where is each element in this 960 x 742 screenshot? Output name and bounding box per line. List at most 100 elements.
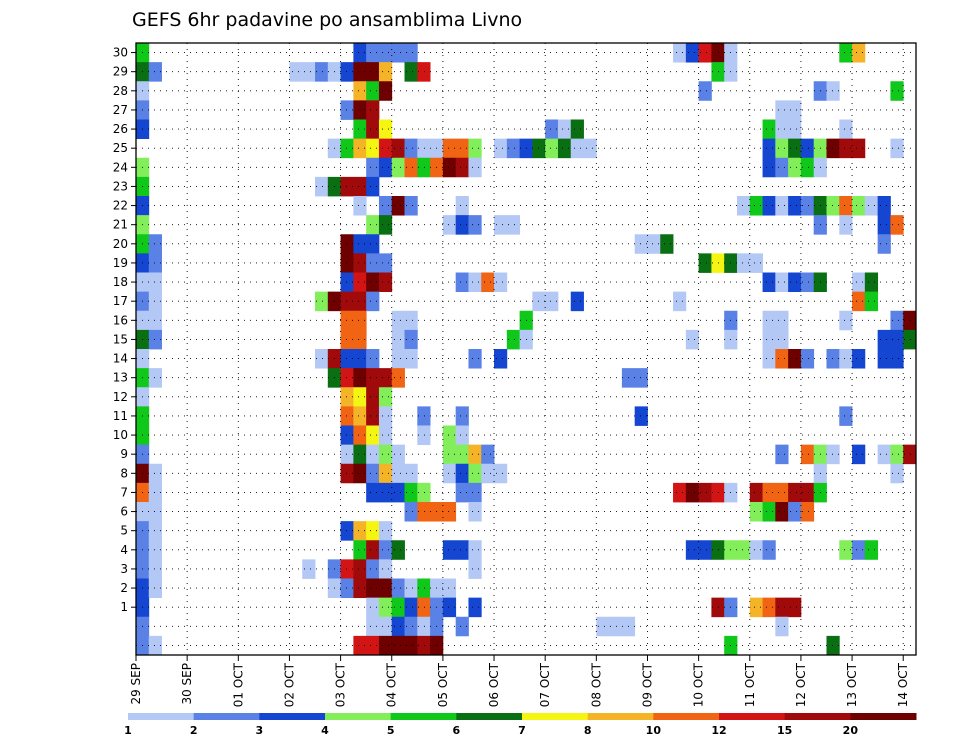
- precip-cell: [864, 272, 879, 293]
- precip-cell: [404, 62, 418, 82]
- precip-cell: [404, 43, 418, 63]
- precip-cell: [455, 215, 469, 235]
- precip-cell: [340, 406, 354, 426]
- precip-cell: [353, 138, 367, 159]
- y-tick-label: 19: [113, 256, 128, 270]
- precip-cell: [404, 597, 418, 618]
- precip-cell: [775, 444, 789, 465]
- precip-cell: [762, 597, 776, 618]
- y-axis: 1234567891011121314151617181920212223242…: [113, 46, 136, 614]
- precip-cell: [366, 138, 380, 159]
- precip-cell: [800, 272, 815, 293]
- precip-cell: [685, 43, 700, 63]
- precip-cell: [455, 616, 469, 637]
- precip-cell: [353, 196, 367, 216]
- precip-cell: [877, 215, 891, 235]
- x-tick-label: 06 OCT: [487, 662, 501, 707]
- precip-cell: [366, 62, 380, 82]
- precip-cell: [378, 463, 393, 484]
- x-tick-label: 14 OCT: [896, 662, 910, 707]
- precip-cell: [877, 444, 891, 465]
- x-tick-label: 01 OCT: [231, 662, 245, 707]
- x-tick-label: 07 OCT: [538, 662, 552, 707]
- precip-cell: [404, 578, 418, 599]
- precip-cell: [903, 444, 917, 465]
- precip-cell: [378, 597, 393, 618]
- precip-cell: [570, 291, 584, 312]
- precip-cell: [468, 559, 482, 579]
- precip-cell: [289, 62, 303, 82]
- y-tick-label: 21: [113, 218, 128, 232]
- precip-cell: [340, 425, 354, 446]
- precip-cell: [442, 502, 457, 522]
- precip-cell: [148, 291, 162, 312]
- precip-cell: [391, 444, 405, 465]
- precip-cell: [404, 502, 418, 522]
- precip-cell: [826, 349, 840, 369]
- legend-label: 20: [843, 724, 859, 737]
- precip-cell: [391, 597, 405, 618]
- precip-cell: [609, 616, 623, 637]
- precip-cell: [366, 291, 380, 312]
- precip-cell: [353, 43, 367, 63]
- precip-cell: [826, 81, 840, 101]
- y-tick-label: 8: [120, 466, 128, 480]
- precip-cell: [148, 578, 162, 599]
- legend-swatch: [259, 713, 326, 720]
- precip-cell: [378, 387, 393, 407]
- precip-cell: [775, 349, 789, 369]
- precip-cell: [545, 291, 559, 312]
- precip-cell: [749, 196, 763, 216]
- precip-cell: [455, 444, 469, 465]
- precip-cell: [455, 463, 469, 484]
- precip-cell: [634, 406, 648, 426]
- precip-cell: [903, 329, 917, 350]
- precip-cell: [736, 540, 751, 560]
- precip-cell: [775, 196, 789, 216]
- precip-cell: [378, 119, 393, 140]
- precip-cell: [340, 559, 354, 579]
- precip-cell: [391, 463, 405, 484]
- precip-cell: [148, 368, 162, 388]
- precip-cell: [302, 62, 316, 82]
- precip-cell: [148, 463, 162, 484]
- precip-cell: [391, 157, 405, 178]
- precip-cell: [455, 425, 469, 446]
- precip-cell: [749, 253, 763, 273]
- y-tick-label: 22: [113, 199, 128, 213]
- precip-cell: [839, 119, 853, 140]
- precip-cell: [148, 310, 162, 331]
- x-tick-label: 04 OCT: [385, 662, 399, 707]
- precip-cell: [148, 62, 162, 82]
- precipitation-cells: [136, 43, 917, 656]
- legend-label: 15: [777, 724, 792, 737]
- y-tick-label: 13: [113, 371, 128, 385]
- precip-cell: [442, 215, 457, 235]
- precip-cell: [826, 196, 840, 216]
- grid-lines: [136, 43, 916, 655]
- precip-cell: [775, 272, 789, 293]
- legend-swatch: [456, 713, 523, 720]
- precip-cell: [468, 597, 482, 618]
- precip-cell: [442, 578, 457, 599]
- precip-cell: [839, 540, 853, 560]
- legend-label: 5: [387, 724, 395, 737]
- precip-cell: [366, 349, 380, 369]
- precip-cell: [417, 578, 431, 599]
- precip-cell: [800, 349, 815, 369]
- plot-frame: [135, 42, 917, 656]
- precip-cell: [481, 272, 495, 293]
- legend-label: 1: [124, 724, 132, 737]
- precip-cell: [366, 406, 380, 426]
- precip-cell: [353, 444, 367, 465]
- precip-cell: [852, 349, 866, 369]
- precip-cell: [442, 138, 457, 159]
- precip-cell: [353, 329, 367, 350]
- legend-swatch: [587, 713, 654, 720]
- y-tick-label: 4: [120, 543, 128, 557]
- precip-cell: [442, 444, 457, 465]
- precip-cell: [877, 196, 891, 216]
- y-tick-label: 26: [113, 122, 128, 136]
- precip-cell: [762, 272, 776, 293]
- legend-swatch: [325, 713, 392, 720]
